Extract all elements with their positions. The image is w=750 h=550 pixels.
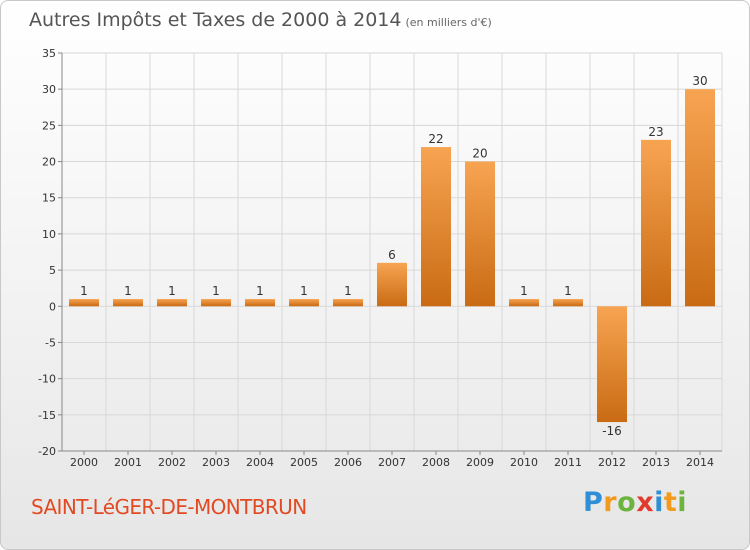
- x-tick-label: 2007: [378, 456, 406, 469]
- x-tick-label: 2011: [554, 456, 582, 469]
- x-tick-label: 2006: [334, 456, 362, 469]
- bar-2013: [641, 139, 671, 307]
- data-label: 1: [212, 284, 220, 298]
- x-tick-label: 2000: [70, 456, 98, 469]
- y-tick-label: -10: [38, 373, 56, 386]
- commune-name: SAINT-LéGER-DE-MONTBRUN: [31, 495, 307, 519]
- data-label: 1: [256, 284, 264, 298]
- data-label: 1: [344, 284, 352, 298]
- logo-letter: t: [663, 487, 678, 518]
- y-tick-label: -15: [38, 409, 56, 422]
- y-tick-label: -20: [38, 445, 56, 458]
- x-tick-label: 2010: [510, 456, 538, 469]
- y-tick-label: 35: [42, 47, 56, 60]
- y-tick-label: 10: [42, 228, 56, 241]
- bar-2010: [509, 299, 539, 307]
- logo-letter: x: [636, 487, 655, 518]
- y-tick-label: 20: [42, 156, 56, 169]
- data-label: 22: [428, 132, 443, 146]
- data-label: 1: [80, 284, 88, 298]
- data-label: 30: [692, 74, 707, 88]
- logo-letter: r: [603, 487, 618, 518]
- data-label: -16: [602, 424, 622, 438]
- bar-2003: [201, 299, 231, 307]
- chart-title-unit: (en milliers d'€): [405, 16, 492, 29]
- y-tick-label: 30: [42, 83, 56, 96]
- bar-2002: [157, 299, 187, 307]
- bar-2011: [553, 299, 583, 307]
- chart-title: Autres Impôts et Taxes de 2000 à 2014 (en…: [29, 9, 492, 31]
- x-tick-label: 2012: [598, 456, 626, 469]
- x-tick-label: 2004: [246, 456, 274, 469]
- x-tick-label: 2014: [686, 456, 714, 469]
- y-tick-label: 0: [49, 300, 56, 313]
- bar-2004: [245, 299, 275, 307]
- bar-2012: [597, 306, 627, 423]
- x-tick-label: 2002: [158, 456, 186, 469]
- y-tick-label: 25: [42, 119, 56, 132]
- bar-2009: [465, 161, 495, 307]
- y-tick-label: 15: [42, 192, 56, 205]
- logo-letter: i: [654, 487, 664, 518]
- data-label: 1: [564, 284, 572, 298]
- bar-2001: [113, 299, 143, 307]
- x-tick-label: 2001: [114, 456, 142, 469]
- logo-letter: i: [677, 487, 688, 518]
- bar-2014: [685, 89, 715, 307]
- x-tick-label: 2009: [466, 456, 494, 469]
- x-tick-label: 2003: [202, 456, 230, 469]
- data-label: 20: [472, 147, 487, 161]
- bar-2008: [421, 147, 451, 307]
- bar-2005: [289, 299, 319, 307]
- y-tick-label: 5: [49, 264, 56, 277]
- data-label: 1: [168, 284, 176, 298]
- logo-letter: P: [583, 487, 604, 518]
- data-label: 1: [300, 284, 308, 298]
- chart-title-main: Autres Impôts et Taxes de 2000 à 2014: [29, 9, 402, 31]
- data-label: 1: [520, 284, 528, 298]
- data-label: 6: [388, 248, 396, 262]
- y-tick-label: -5: [45, 336, 56, 349]
- data-label: 1: [124, 284, 132, 298]
- proxiti-logo[interactable]: Proxiti: [583, 487, 687, 518]
- logo-letter: o: [617, 487, 637, 518]
- x-tick-label: 2008: [422, 456, 450, 469]
- x-tick-label: 2005: [290, 456, 318, 469]
- bar-2000: [69, 299, 99, 307]
- bar-2007: [377, 262, 407, 307]
- data-label: 23: [648, 125, 663, 139]
- x-tick-label: 2013: [642, 456, 670, 469]
- bar-2006: [333, 299, 363, 307]
